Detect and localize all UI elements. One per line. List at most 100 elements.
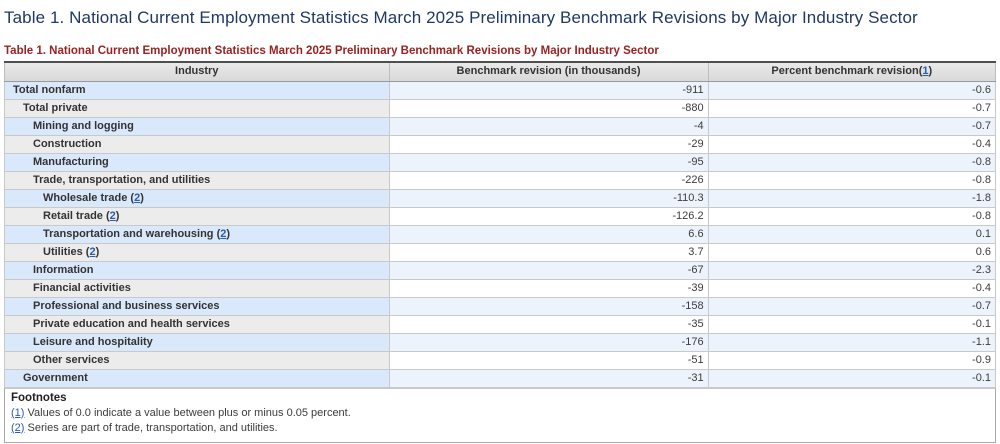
table-row: Retail trade (2) -126.2 -0.8 bbox=[4, 206, 997, 226]
benchmark-revision-cell: -4 bbox=[388, 116, 709, 136]
percent-revision-cell: -1.1 bbox=[707, 332, 997, 352]
footnote-1-text: Values of 0.0 indicate a value between p… bbox=[27, 406, 351, 419]
percent-revision-cell: -0.1 bbox=[707, 368, 997, 388]
footnote-ref-link[interactable]: 2 bbox=[89, 245, 96, 258]
footnotes-heading: Footnotes bbox=[11, 391, 67, 404]
column-header-percent-revision: Percent benchmark revision(1) bbox=[707, 61, 997, 82]
footnote-ref-link[interactable]: 2 bbox=[134, 191, 141, 204]
table-row: Professional and business services -158 … bbox=[4, 296, 997, 316]
benchmark-revision-cell: -176 bbox=[388, 332, 709, 352]
column-header-industry: Industry bbox=[4, 61, 390, 82]
percent-revision-cell: -0.4 bbox=[707, 134, 997, 154]
benchmark-revision-cell: -880 bbox=[388, 98, 709, 118]
industry-label: Other services bbox=[33, 353, 110, 366]
footnote-ref-link[interactable]: 2 bbox=[220, 227, 227, 240]
table-row: Trade, transportation, and utilities -22… bbox=[4, 170, 997, 190]
benchmark-revision-cell: 3.7 bbox=[388, 242, 709, 262]
benchmark-revision-cell: -67 bbox=[388, 260, 709, 280]
industry-label: Leisure and hospitality bbox=[33, 335, 153, 348]
industry-cell: Total private bbox=[4, 98, 390, 118]
table-row: Private education and health services -3… bbox=[4, 314, 997, 334]
industry-cell: Leisure and hospitality bbox=[4, 332, 390, 352]
table-row: Mining and logging -4 -0.7 bbox=[4, 116, 997, 136]
industry-label: Construction bbox=[33, 137, 102, 150]
footnote-1-header-link[interactable]: 1 bbox=[922, 65, 929, 78]
industry-label: Trade, transportation, and utilities bbox=[33, 173, 211, 186]
percent-revision-cell: -0.7 bbox=[707, 116, 997, 136]
table-header: Industry Benchmark revision (in thousand… bbox=[4, 61, 997, 82]
industry-label: Mining and logging bbox=[33, 119, 134, 132]
footnotes-section: Footnotes (1) Values of 0.0 indicate a v… bbox=[4, 387, 996, 443]
industry-cell: Transportation and warehousing (2) bbox=[4, 224, 390, 244]
industry-label: Retail trade bbox=[43, 209, 103, 222]
percent-revision-cell: -0.7 bbox=[707, 98, 997, 118]
table-row: Total nonfarm -911 -0.6 bbox=[4, 80, 997, 100]
column-header-percent-label: Percent benchmark revision bbox=[771, 65, 919, 78]
industry-cell: Government bbox=[4, 368, 390, 388]
footnote-ref-link[interactable]: 2 bbox=[109, 209, 116, 222]
table-container: Industry Benchmark revision (in thousand… bbox=[4, 61, 997, 443]
industry-label: Private education and health services bbox=[33, 317, 230, 330]
percent-revision-cell: 0.1 bbox=[707, 224, 997, 244]
industry-label: Information bbox=[33, 263, 94, 276]
industry-label: Government bbox=[23, 371, 88, 384]
table-row: Other services -51 -0.9 bbox=[4, 350, 997, 370]
table-row: Financial activities -39 -0.4 bbox=[4, 278, 997, 298]
benchmark-revision-cell: -126.2 bbox=[388, 206, 709, 226]
benchmark-revision-cell: -51 bbox=[388, 350, 709, 370]
footnote-2-text: Series are part of trade, transportation… bbox=[27, 421, 278, 434]
industry-label: Manufacturing bbox=[33, 155, 109, 168]
percent-revision-cell: -0.8 bbox=[707, 206, 997, 226]
table-row: Utilities (2) 3.7 0.6 bbox=[4, 242, 997, 262]
percent-revision-cell: -0.8 bbox=[707, 170, 997, 190]
percent-revision-cell: -0.4 bbox=[707, 278, 997, 298]
industry-cell: Utilities (2) bbox=[4, 242, 390, 262]
benchmark-revision-cell: -911 bbox=[388, 80, 709, 100]
industry-cell: Financial activities bbox=[4, 278, 390, 298]
table-row: Wholesale trade (2) -110.3 -1.8 bbox=[4, 188, 997, 208]
percent-revision-cell: -2.3 bbox=[707, 260, 997, 280]
industry-cell: Private education and health services bbox=[4, 314, 390, 334]
table-row: Government -31 -0.1 bbox=[4, 368, 997, 388]
footnote-item-2: (2) Series are part of trade, transporta… bbox=[11, 421, 989, 435]
industry-cell: Retail trade (2) bbox=[4, 206, 390, 226]
header-row: Industry Benchmark revision (in thousand… bbox=[4, 61, 997, 82]
benchmark-revision-cell: -226 bbox=[388, 170, 709, 190]
industry-label: Total private bbox=[23, 101, 88, 114]
benchmark-revision-cell: -95 bbox=[388, 152, 709, 172]
industry-cell: Professional and business services bbox=[4, 296, 390, 316]
benchmark-revision-cell: 6.6 bbox=[388, 224, 709, 244]
industry-cell: Trade, transportation, and utilities bbox=[4, 170, 390, 190]
benchmark-revision-cell: -110.3 bbox=[388, 188, 709, 208]
column-header-benchmark-revision: Benchmark revision (in thousands) bbox=[388, 61, 709, 82]
industry-cell: Wholesale trade (2) bbox=[4, 188, 390, 208]
percent-revision-cell: -1.8 bbox=[707, 188, 997, 208]
percent-revision-cell: -0.1 bbox=[707, 314, 997, 334]
footnote-1-link[interactable]: (1) bbox=[11, 406, 25, 419]
industry-cell: Total nonfarm bbox=[4, 80, 390, 100]
industry-label: Total nonfarm bbox=[13, 83, 86, 96]
industry-cell: Mining and logging bbox=[4, 116, 390, 136]
percent-revision-cell: -0.9 bbox=[707, 350, 997, 370]
industry-label: Professional and business services bbox=[33, 299, 220, 312]
industry-cell: Other services bbox=[4, 350, 390, 370]
table-row: Total private -880 -0.7 bbox=[4, 98, 997, 118]
benchmark-revision-cell: -35 bbox=[388, 314, 709, 334]
industry-cell: Information bbox=[4, 260, 390, 280]
footnote-2-link[interactable]: (2) bbox=[11, 421, 25, 434]
percent-revision-cell: -0.6 bbox=[707, 80, 997, 100]
industry-label: Transportation and warehousing bbox=[43, 227, 214, 240]
benchmark-revision-cell: -29 bbox=[388, 134, 709, 154]
industry-label: Wholesale trade bbox=[43, 191, 128, 204]
page-title: Table 1. National Current Employment Sta… bbox=[4, 8, 918, 27]
table-row: Information -67 -2.3 bbox=[4, 260, 997, 280]
table-row: Transportation and warehousing (2) 6.6 0… bbox=[4, 224, 997, 244]
percent-revision-cell: 0.6 bbox=[707, 242, 997, 262]
table-row: Construction -29 -0.4 bbox=[4, 134, 997, 154]
table-row: Leisure and hospitality -176 -1.1 bbox=[4, 332, 997, 352]
industry-cell: Manufacturing bbox=[4, 152, 390, 172]
benchmark-revision-cell: -39 bbox=[388, 278, 709, 298]
industry-label: Utilities bbox=[43, 245, 83, 258]
industry-label: Financial activities bbox=[33, 281, 131, 294]
